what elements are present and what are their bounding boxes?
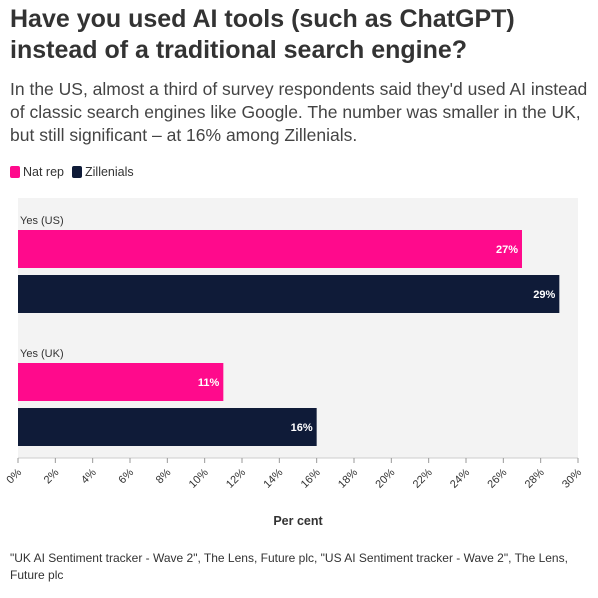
- legend-item-nat-rep[interactable]: Nat rep: [10, 165, 64, 179]
- bar-yes-uk-zillenials[interactable]: [18, 408, 317, 446]
- legend-item-zillenials[interactable]: Zillenials: [72, 165, 134, 179]
- bar-yes-uk-nat-rep[interactable]: [18, 363, 224, 401]
- x-tick-label: 18%: [336, 466, 360, 490]
- source-note: "UK AI Sentiment tracker - Wave 2", The …: [10, 551, 568, 582]
- data-label-yes-us-zillenials: 29%: [533, 289, 555, 301]
- x-tick-label: 26%: [485, 466, 509, 490]
- x-tick-label: 4%: [79, 466, 99, 486]
- x-tick-label: 8%: [154, 466, 174, 486]
- category-label-yes-us: Yes (US): [20, 215, 64, 227]
- x-tick-label: 24%: [448, 466, 472, 490]
- data-label-yes-uk-nat-rep: 11%: [198, 377, 220, 389]
- x-tick-label: 6%: [116, 466, 136, 486]
- legend-swatch-zillenials: [72, 166, 82, 178]
- bar-yes-us-nat-rep[interactable]: [18, 230, 522, 268]
- x-tick-label: 30%: [560, 466, 584, 490]
- x-tick-label: 22%: [411, 466, 435, 490]
- x-tick-label: 0%: [4, 466, 24, 486]
- category-label-yes-uk: Yes (UK): [20, 348, 64, 360]
- bar-yes-us-zillenials[interactable]: [18, 275, 560, 313]
- legend-swatch-nat-rep: [10, 166, 20, 178]
- x-tick-label: 2%: [42, 466, 62, 486]
- data-label-yes-us-nat-rep: 27%: [496, 244, 518, 256]
- x-tick-label: 28%: [523, 466, 547, 490]
- bars-layer: Yes (US) 27% 29% Yes (UK) 11% 16%: [18, 215, 560, 446]
- chart-title: Have you used AI tools (such as ChatGPT)…: [10, 5, 515, 64]
- bar-chart: Yes (US) 27% 29% Yes (UK) 11% 16% 0% 2% 4% 6% 8% 1…: [4, 198, 584, 528]
- x-tick-label: 14%: [261, 466, 285, 490]
- x-tick-label: 20%: [373, 466, 397, 490]
- x-axis: 0% 2% 4% 6% 8% 10% 12% 14% 16% 18% 20% 22% 24% 26% 28%…: [4, 457, 584, 491]
- legend-label-zillenials: Zillenials: [85, 165, 134, 179]
- legend-label-nat-rep: Nat rep: [23, 165, 64, 179]
- data-label-yes-uk-zillenials: 16%: [291, 422, 313, 434]
- x-tick-label: 16%: [299, 466, 323, 490]
- x-axis-label: Per cent: [273, 514, 323, 528]
- x-tick-label: 10%: [187, 466, 211, 490]
- legend: Nat rep Zillenials: [10, 165, 134, 179]
- chart-subtitle: In the US, almost a third of survey resp…: [10, 79, 588, 145]
- x-tick-label: 12%: [224, 466, 248, 490]
